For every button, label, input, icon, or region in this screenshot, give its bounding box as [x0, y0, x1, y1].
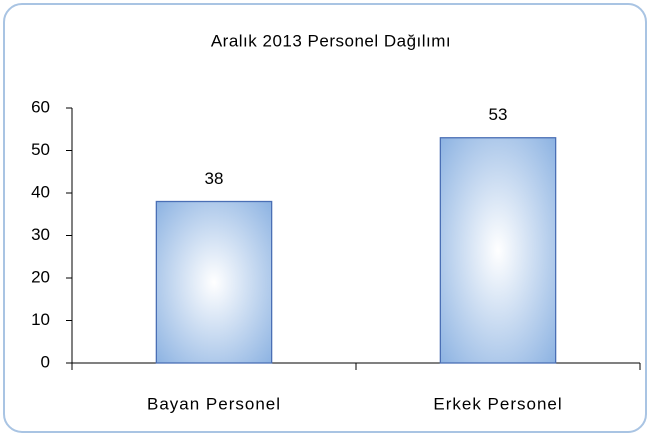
y-tick-label: 0: [41, 352, 50, 371]
y-tick-label: 10: [31, 310, 50, 329]
bar: [155, 200, 273, 364]
y-tick-label: 60: [31, 97, 50, 116]
bar: [439, 137, 557, 364]
chart-title: Aralık 2013 Personel Dağılımı: [211, 31, 451, 50]
data-label: 38: [205, 169, 224, 188]
y-tick-label: 50: [31, 140, 50, 159]
x-tick-label: Erkek Personel: [433, 394, 562, 413]
y-tick-label: 30: [31, 225, 50, 244]
y-tick-label: 40: [31, 182, 50, 201]
data-label: 53: [489, 105, 508, 124]
y-tick-label: 20: [31, 267, 50, 286]
x-tick-label: Bayan Personel: [147, 394, 281, 413]
